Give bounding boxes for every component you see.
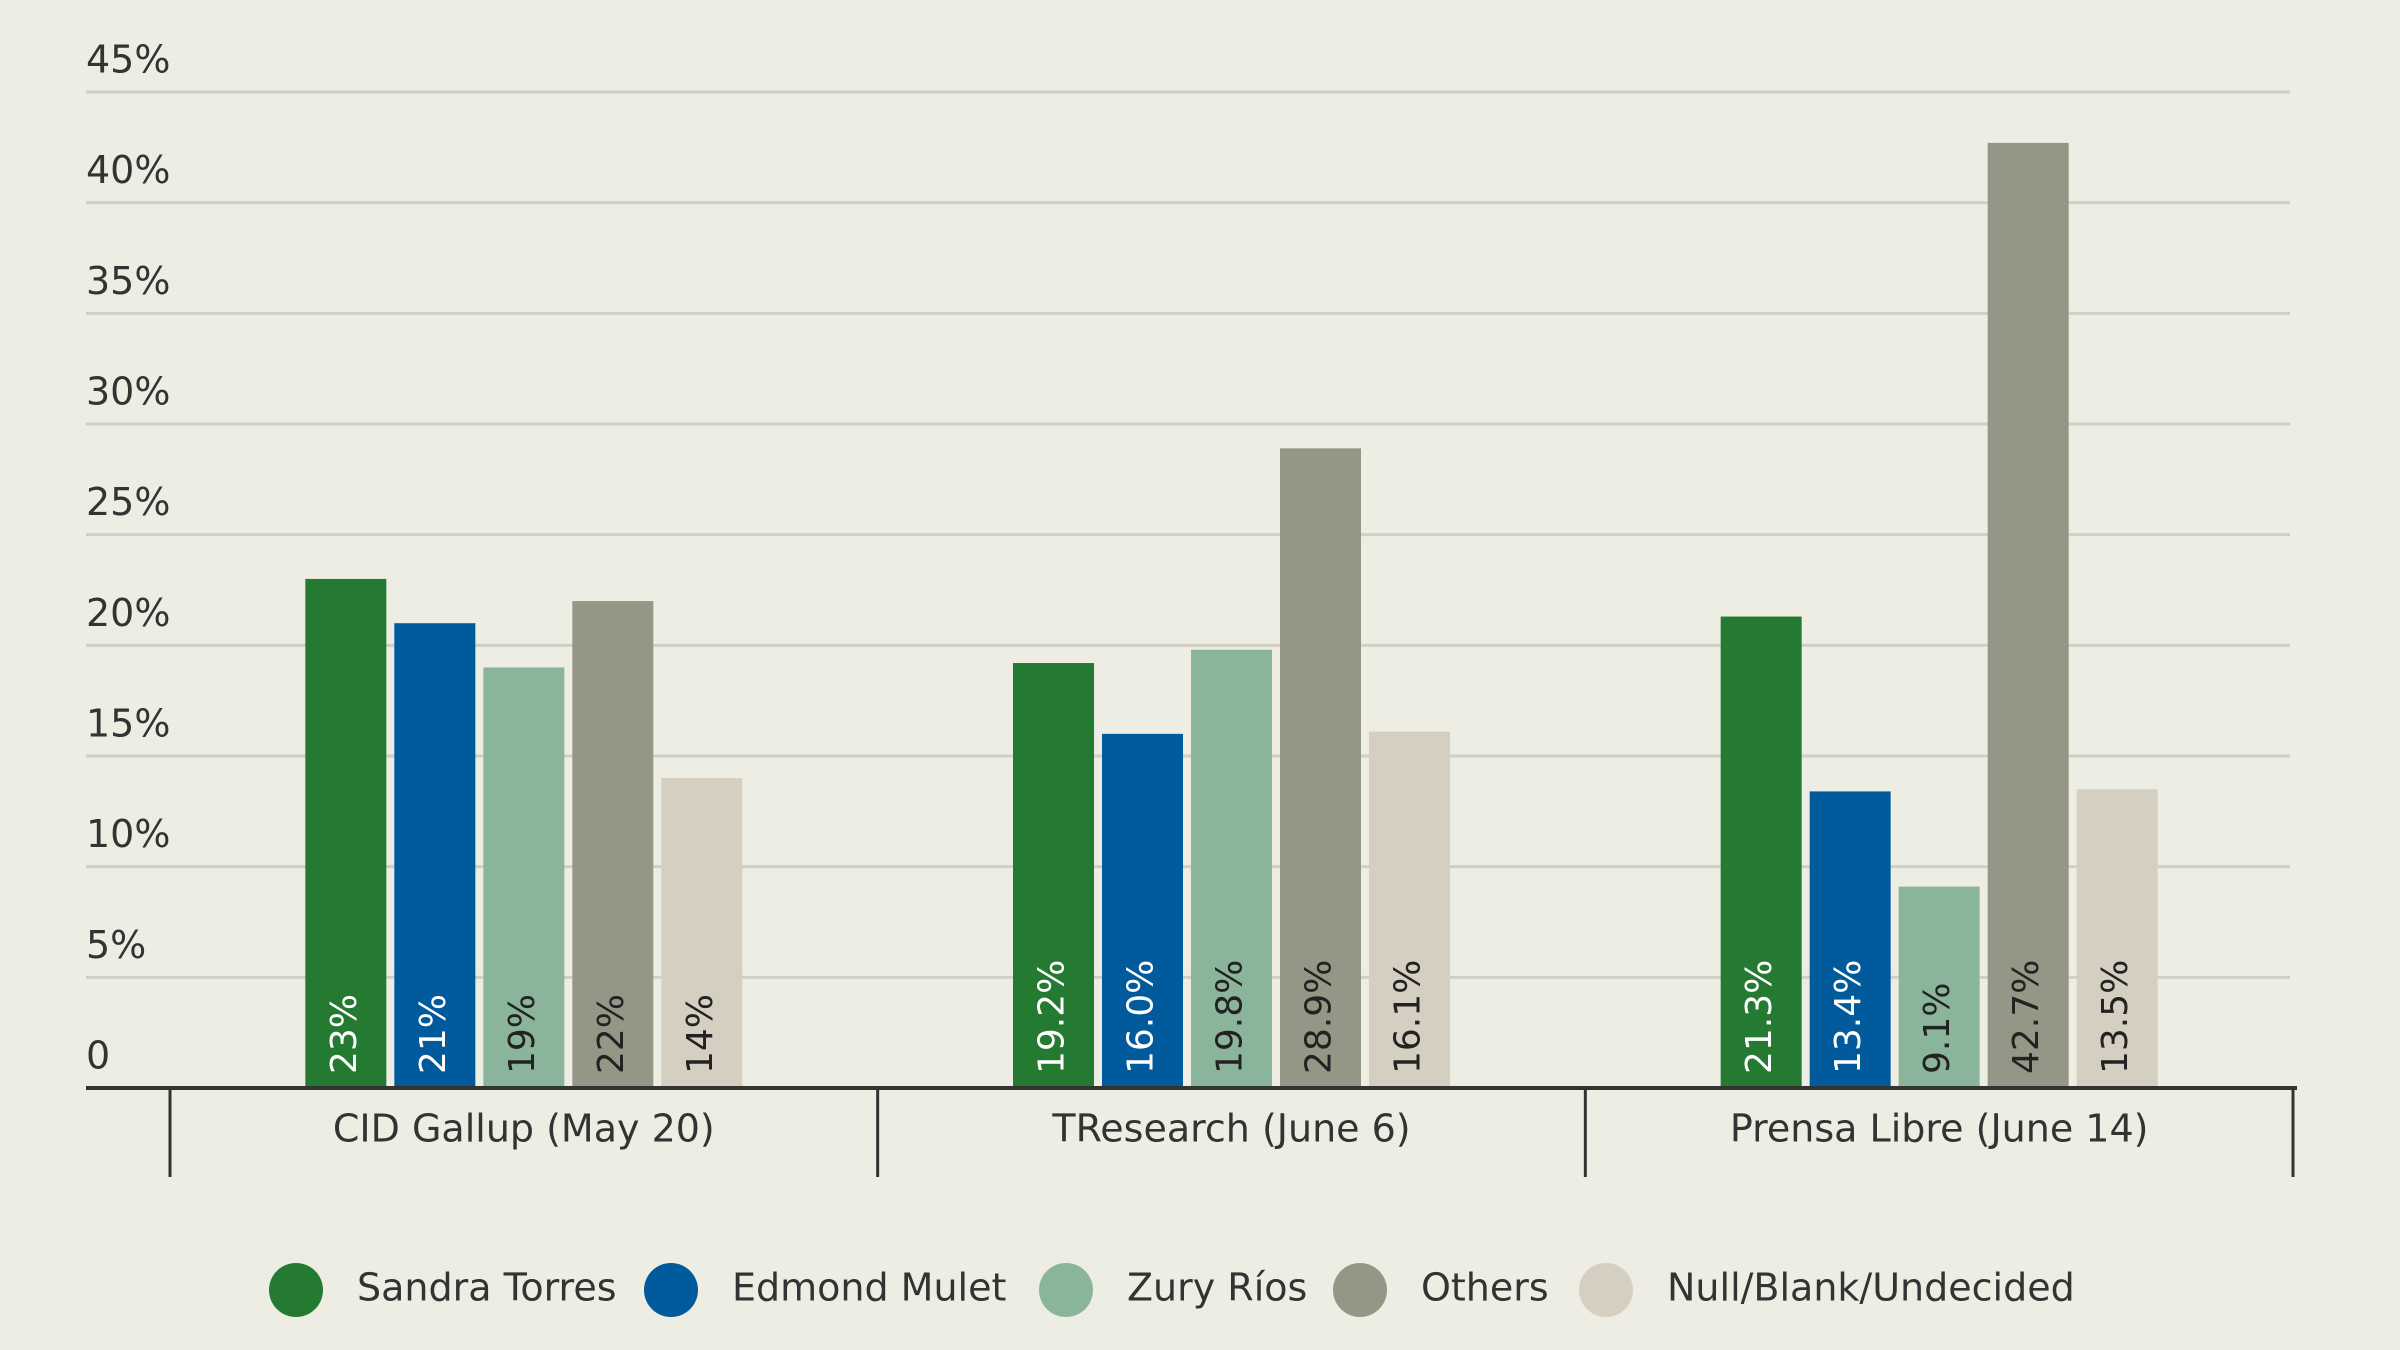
legend-label: Null/Blank/Undecided: [1667, 1266, 2075, 1310]
bar: [394, 623, 476, 1088]
legend-label: Sandra Torres: [357, 1266, 617, 1310]
legend-marker: [644, 1263, 698, 1317]
y-tick-label: 40%: [86, 148, 170, 192]
y-tick-label: 15%: [86, 702, 170, 746]
value-label: 16.1%: [1388, 960, 1429, 1074]
legend-marker: [1579, 1263, 1633, 1317]
bar: [1102, 733, 1183, 1088]
x-tick-label: Prensa Libre (June 14): [1730, 1107, 2149, 1151]
value-label: 13.4%: [1828, 960, 1869, 1074]
value-label: 28.9%: [1299, 960, 1340, 1074]
legend-marker: [1039, 1263, 1093, 1317]
x-tick-label: TResearch (June 6): [1051, 1107, 1410, 1151]
y-tick-label: 35%: [86, 259, 170, 303]
legend-label: Zury Ríos: [1127, 1266, 1307, 1310]
bar: [1720, 616, 1802, 1088]
legend-label: Others: [1421, 1266, 1549, 1310]
x-tick-label: CID Gallup (May 20): [333, 1107, 715, 1151]
value-label: 21%: [413, 994, 454, 1074]
value-label: 19.2%: [1032, 960, 1073, 1074]
value-label: 19%: [502, 994, 543, 1074]
bar: [1987, 142, 2069, 1088]
value-label: 21.3%: [1739, 960, 1780, 1074]
y-tick-label: 0: [86, 1034, 110, 1078]
value-label: 19.8%: [1210, 960, 1251, 1074]
value-label: 13.5%: [2095, 960, 2136, 1074]
bar: [1809, 791, 1891, 1088]
bar: [572, 601, 654, 1088]
legend-label: Edmond Mulet: [732, 1266, 1006, 1310]
bar: [2076, 789, 2158, 1088]
legend-marker: [1333, 1263, 1387, 1317]
legend-marker: [269, 1263, 323, 1317]
value-label: 22%: [591, 994, 632, 1074]
y-tick-label: 20%: [86, 591, 170, 635]
value-label: 14%: [680, 994, 721, 1074]
bar: [1369, 731, 1450, 1088]
bar: [1013, 663, 1094, 1088]
y-tick-label: 5%: [86, 923, 146, 967]
y-tick-label: 30%: [86, 370, 170, 414]
bar: [661, 778, 743, 1088]
value-label: 42.7%: [2006, 960, 2047, 1074]
bar: [1191, 649, 1272, 1088]
bar: [1898, 886, 1980, 1088]
bar: [483, 667, 565, 1088]
value-label: 16.0%: [1121, 960, 1162, 1074]
bar: [305, 578, 387, 1088]
y-tick-label: 25%: [86, 480, 170, 524]
bar: [1280, 448, 1361, 1088]
y-tick-label: 45%: [86, 38, 170, 82]
y-tick-label: 10%: [86, 812, 170, 856]
value-label: 9.1%: [1917, 983, 1958, 1074]
value-label: 23%: [324, 994, 365, 1074]
